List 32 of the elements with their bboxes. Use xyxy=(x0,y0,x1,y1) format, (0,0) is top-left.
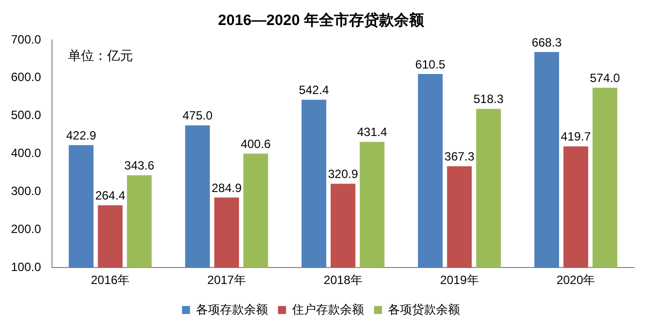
y-tick-label: 100.0 xyxy=(11,260,42,274)
x-tick-label: 2018年 xyxy=(324,273,362,288)
x-tick-label: 2019年 xyxy=(440,273,479,288)
data-label: 475.0 xyxy=(182,108,213,123)
data-label: 400.6 xyxy=(240,136,272,151)
legend-label: 各项存款余额 xyxy=(196,302,268,316)
y-tick-label: 200.0 xyxy=(11,222,42,236)
data-label: 668.3 xyxy=(532,35,562,50)
data-label: 419.7 xyxy=(560,130,592,144)
data-label: 518.3 xyxy=(473,92,504,106)
data-label: 284.9 xyxy=(212,180,242,195)
y-tick-label: 300.0 xyxy=(11,184,42,198)
x-tick-label: 2020年 xyxy=(556,273,596,288)
annotation: 单位：亿元 xyxy=(68,48,134,64)
y-tick-label: 600.0 xyxy=(11,70,42,84)
y-tick-label: 700.0 xyxy=(11,32,42,46)
data-label: 320.9 xyxy=(328,167,358,182)
x-tick-label: 2017年 xyxy=(207,273,246,288)
data-label: 367.3 xyxy=(444,150,475,164)
data-label: 542.4 xyxy=(298,83,330,98)
x-tick-label: 2016年 xyxy=(90,273,130,288)
data-label: 343.6 xyxy=(124,158,155,173)
data-label: 431.4 xyxy=(357,125,388,140)
data-label: 264.4 xyxy=(95,188,126,203)
data-label: 610.5 xyxy=(415,57,446,72)
data-label: 422.9 xyxy=(66,128,96,142)
legend-label: 各项贷款余额 xyxy=(388,302,460,316)
chart-title: 2016—2020 年全市存贷款余额 xyxy=(218,11,425,30)
y-tick-label: 400.0 xyxy=(11,146,42,160)
legend-label: 住户存款余额 xyxy=(291,302,364,316)
y-tick-label: 500.0 xyxy=(11,108,42,122)
data-label: 574.0 xyxy=(590,71,620,86)
